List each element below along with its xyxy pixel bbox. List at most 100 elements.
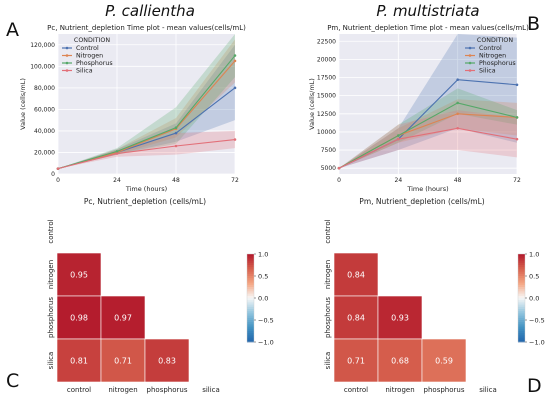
heatmap-cell bbox=[56, 252, 102, 297]
heatmap-col-label: phosphorus bbox=[424, 386, 465, 394]
legend-label-nitrogen: Nitrogen bbox=[479, 53, 506, 60]
colorbar-segment bbox=[247, 293, 254, 297]
colorbar-segment bbox=[518, 267, 525, 270]
colorbar-segment bbox=[247, 298, 254, 301]
y-tick-label: 22500 bbox=[317, 38, 336, 45]
colorbar-segment bbox=[518, 313, 525, 316]
ci-band-phosphorus bbox=[339, 88, 517, 169]
x-tick-label: 72 bbox=[231, 177, 239, 184]
heatmap-cell-value: 0.98 bbox=[70, 314, 88, 323]
heatmap-cell bbox=[100, 295, 146, 340]
data-point-control bbox=[174, 131, 178, 135]
colorbar-segment bbox=[247, 260, 254, 264]
y-tick-label: 0 bbox=[51, 171, 55, 178]
colorbar-tick-label: −1.0 bbox=[529, 339, 545, 347]
legend-title: CONDITION bbox=[74, 37, 110, 44]
colorbar-segment bbox=[518, 265, 525, 268]
legend-marker-phosphorus bbox=[468, 61, 472, 65]
colorbar-segment bbox=[247, 258, 254, 261]
legend-marker-silica bbox=[65, 69, 69, 72]
colorbar-segment bbox=[518, 300, 525, 303]
colorbar-segment bbox=[518, 326, 525, 330]
colorbar-segment bbox=[247, 326, 254, 330]
y-tick-label: 15000 bbox=[317, 93, 336, 100]
legend-label-nitrogen: Nitrogen bbox=[76, 53, 103, 60]
heatmap-cell-value: 0.71 bbox=[114, 357, 132, 366]
ci-band-silica bbox=[339, 110, 517, 169]
legend-label-control: Control bbox=[76, 45, 99, 52]
colorbar-segment bbox=[518, 282, 525, 286]
data-point-phosphorus bbox=[515, 116, 519, 119]
heatmap-cell-value: 0.84 bbox=[347, 314, 365, 323]
x-tick-label: 0 bbox=[56, 177, 60, 184]
series-line-silica bbox=[338, 127, 518, 169]
colorbar-segment bbox=[518, 309, 525, 312]
data-point-phosphorus bbox=[456, 101, 459, 105]
legend-title: CONDITION bbox=[477, 37, 513, 44]
heatmap-col-label: silica bbox=[479, 386, 497, 394]
chart-title: Pm, Nutrient_depletion Time plot - mean … bbox=[327, 24, 529, 32]
colorbar-segment bbox=[518, 331, 525, 334]
y-tick-label: 20000 bbox=[317, 56, 336, 63]
plot-area bbox=[339, 34, 517, 174]
y-axis-label: Value (cells/mL) bbox=[308, 78, 316, 130]
colorbar-segment bbox=[247, 311, 254, 314]
series-line-silica bbox=[57, 138, 236, 170]
data-point-control bbox=[233, 86, 237, 90]
colorbar-segment bbox=[518, 320, 525, 323]
heatmap-row-label: silica bbox=[324, 352, 332, 370]
data-point-silica bbox=[115, 152, 119, 155]
legend-label-control: Control bbox=[479, 45, 502, 52]
heatmap-cell bbox=[333, 252, 379, 297]
colorbar-segment bbox=[247, 306, 254, 310]
colorbar-tick-label: 0.5 bbox=[529, 273, 539, 281]
data-point-silica bbox=[456, 127, 459, 130]
x-tick-label: 72 bbox=[513, 177, 521, 184]
legend-marker-control bbox=[468, 46, 472, 50]
x-axis-label: Time (hours) bbox=[406, 185, 448, 193]
heatmap-row-label: control bbox=[324, 219, 332, 243]
panel-letter-b: B bbox=[527, 13, 540, 35]
colorbar-segment bbox=[247, 324, 254, 327]
colorbar-segment bbox=[518, 284, 525, 288]
colorbar-segment bbox=[247, 273, 254, 277]
data-point-control bbox=[456, 78, 459, 81]
colorbar-segment bbox=[518, 289, 525, 292]
colorbar-segment bbox=[518, 293, 525, 297]
heatmap-row-label: phosphorus bbox=[324, 297, 332, 338]
x-tick-label: 0 bbox=[337, 177, 341, 184]
colorbar-segment bbox=[518, 317, 525, 321]
x-tick-label: 24 bbox=[395, 177, 403, 184]
heatmap-cell-value: 0.95 bbox=[70, 271, 88, 280]
heatmap-col-label: phosphorus bbox=[147, 386, 188, 394]
colorbar-segment bbox=[247, 309, 254, 312]
colorbar-segment bbox=[518, 328, 525, 332]
colorbar-segment bbox=[518, 278, 525, 281]
heatmap-cell bbox=[144, 338, 190, 383]
legend-label-silica: Silica bbox=[479, 68, 496, 75]
colorbar-segment bbox=[247, 328, 254, 332]
colorbar-segment bbox=[518, 280, 525, 283]
plot-area bbox=[58, 34, 235, 174]
species-title-left: P. callientha bbox=[105, 2, 195, 20]
colorbar-segment bbox=[518, 269, 525, 272]
heatmap-cell-value: 0.71 bbox=[347, 357, 365, 366]
panel-letter-d: D bbox=[527, 375, 542, 397]
heatmap-cell bbox=[100, 338, 146, 383]
colorbar-segment bbox=[518, 260, 525, 264]
heatmap-cell-value: 0.93 bbox=[391, 314, 409, 323]
colorbar-segment bbox=[518, 295, 525, 299]
heatmap-cell bbox=[56, 295, 102, 340]
colorbar-segment bbox=[518, 273, 525, 277]
colorbar-segment bbox=[247, 269, 254, 272]
heatmap-col-label: nitrogen bbox=[385, 386, 414, 394]
colorbar-segment bbox=[518, 311, 525, 314]
colorbar-segment bbox=[247, 276, 254, 279]
ci-band-control bbox=[58, 44, 235, 169]
colorbar-segment bbox=[247, 300, 254, 303]
y-tick-label: 10000 bbox=[317, 129, 336, 136]
colorbar-segment bbox=[247, 317, 254, 321]
data-point-phosphorus bbox=[233, 54, 237, 57]
heatmap-cell bbox=[333, 338, 379, 383]
heatmap-cell bbox=[56, 338, 102, 383]
